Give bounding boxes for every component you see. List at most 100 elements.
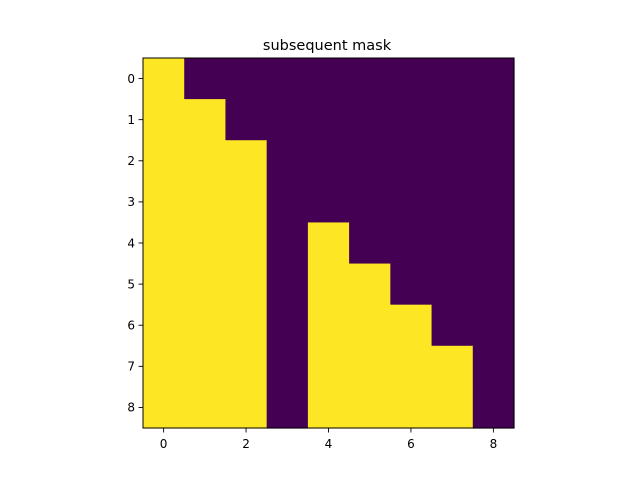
y-tick-label: 5 [127, 277, 135, 291]
heatmap-cell-r1-c6 [390, 99, 433, 141]
heatmap-cell-r4-c6 [390, 222, 433, 265]
y-tick-label: 0 [127, 72, 135, 86]
heatmap-cell-r1-c4 [307, 99, 350, 141]
heatmap-cell-r6-c5 [349, 304, 391, 347]
heatmap-cell-r2-c6 [390, 140, 433, 182]
y-tick-label: 7 [127, 360, 135, 374]
heatmap-cell-r3-c4 [307, 181, 350, 224]
heatmap-cell-r7-c7 [431, 345, 474, 388]
heatmap-cell-r1-c0 [143, 99, 185, 141]
heatmap-cells [143, 58, 515, 429]
y-tick-label: 4 [127, 236, 135, 250]
heatmap-cell-r5-c3 [266, 263, 309, 306]
x-tick-label: 0 [160, 437, 168, 451]
heatmap-cell-r5-c7 [431, 263, 474, 306]
heatmap-cell-r1-c5 [349, 99, 391, 141]
heatmap-cell-r2-c2 [225, 140, 268, 182]
heatmap-cell-r3-c8 [472, 181, 515, 224]
heatmap-cell-r4-c4 [307, 222, 350, 265]
heatmap-cell-r0-c1 [184, 58, 227, 100]
heatmap-cell-r8-c3 [266, 386, 309, 429]
heatmap-cell-r5-c4 [307, 263, 350, 306]
heatmap-cell-r3-c6 [390, 181, 433, 224]
heatmap-cell-r6-c1 [184, 304, 227, 347]
x-tick-label: 2 [242, 437, 250, 451]
y-tick-label: 6 [127, 319, 135, 333]
heatmap-cell-r1-c1 [184, 99, 227, 141]
heatmap-cell-r7-c0 [143, 345, 185, 388]
heatmap-cell-r3-c0 [143, 181, 185, 224]
heatmap-cell-r5-c2 [225, 263, 268, 306]
heatmap-cell-r7-c1 [184, 345, 227, 388]
heatmap-cell-r6-c6 [390, 304, 433, 347]
heatmap-cell-r8-c4 [307, 386, 350, 429]
heatmap-cell-r6-c3 [266, 304, 309, 347]
heatmap-cell-r0-c0 [143, 58, 185, 100]
heatmap-cell-r5-c6 [390, 263, 433, 306]
heatmap-cell-r1-c7 [431, 99, 474, 141]
heatmap-cell-r8-c5 [349, 386, 391, 429]
heatmap-cell-r6-c2 [225, 304, 268, 347]
heatmap-cell-r2-c3 [266, 140, 309, 182]
heatmap-cell-r0-c7 [431, 58, 474, 100]
heatmap-cell-r4-c2 [225, 222, 268, 265]
heatmap-cell-r4-c8 [472, 222, 515, 265]
heatmap-cell-r7-c2 [225, 345, 268, 388]
heatmap-cell-r8-c6 [390, 386, 433, 429]
heatmap-cell-r3-c7 [431, 181, 474, 224]
heatmap-cell-r6-c4 [307, 304, 350, 347]
y-tick-label: 8 [127, 401, 135, 415]
heatmap-cell-r8-c0 [143, 386, 185, 429]
heatmap-cell-r8-c2 [225, 386, 268, 429]
heatmap-cell-r3-c1 [184, 181, 227, 224]
heatmap-cell-r3-c5 [349, 181, 391, 224]
heatmap-cell-r0-c6 [390, 58, 433, 100]
heatmap-cell-r7-c6 [390, 345, 433, 388]
heatmap-cell-r7-c5 [349, 345, 391, 388]
heatmap-cell-r2-c0 [143, 140, 185, 182]
y-axis: 0 1 2 3 4 5 6 7 8 [127, 72, 143, 415]
heatmap-cell-r6-c0 [143, 304, 185, 347]
heatmap-cell-r1-c8 [472, 99, 515, 141]
x-tick-label: 8 [490, 437, 498, 451]
heatmap-cell-r0-c2 [225, 58, 268, 100]
heatmap-cell-r7-c4 [307, 345, 350, 388]
heatmap-cell-r4-c3 [266, 222, 309, 265]
y-tick-label: 3 [127, 195, 135, 209]
x-tick-label: 4 [325, 437, 333, 451]
heatmap-cell-r6-c8 [472, 304, 515, 347]
x-axis: 0 2 4 6 8 [160, 428, 497, 451]
heatmap-cell-r5-c1 [184, 263, 227, 306]
heatmap-cell-r2-c5 [349, 140, 391, 182]
x-tick-label: 6 [407, 437, 415, 451]
chart-title: subsequent mask [263, 38, 392, 54]
heatmap-cell-r7-c3 [266, 345, 309, 388]
heatmap-cell-r0-c4 [307, 58, 350, 100]
heatmap-cell-r0-c5 [349, 58, 391, 100]
heatmap-cell-r4-c1 [184, 222, 227, 265]
heatmap-cell-r7-c8 [472, 345, 515, 388]
heatmap-cell-r4-c7 [431, 222, 474, 265]
heatmap-cell-r0-c3 [266, 58, 309, 100]
heatmap-cell-r5-c8 [472, 263, 515, 306]
heatmap-cell-r8-c1 [184, 386, 227, 429]
heatmap-cell-r5-c0 [143, 263, 185, 306]
heatmap-cell-r2-c7 [431, 140, 474, 182]
heatmap-cell-r1-c2 [225, 99, 268, 141]
heatmap-cell-r5-c5 [349, 263, 391, 306]
heatmap-cell-r1-c3 [266, 99, 309, 141]
heatmap-cell-r8-c8 [472, 386, 515, 429]
heatmap-cell-r8-c7 [431, 386, 474, 429]
y-tick-label: 2 [127, 154, 135, 168]
heatmap-cell-r6-c7 [431, 304, 474, 347]
y-tick-label: 1 [127, 113, 135, 127]
heatmap-cell-r0-c8 [472, 58, 515, 100]
heatmap-cell-r3-c2 [225, 181, 268, 224]
heatmap-cell-r4-c0 [143, 222, 185, 265]
heatmap-cell-r2-c8 [472, 140, 515, 182]
heatmap-cell-r2-c1 [184, 140, 227, 182]
heatmap-cell-r3-c3 [266, 181, 309, 224]
heatmap-cell-r4-c5 [349, 222, 391, 265]
heatmap-cell-r2-c4 [307, 140, 350, 182]
